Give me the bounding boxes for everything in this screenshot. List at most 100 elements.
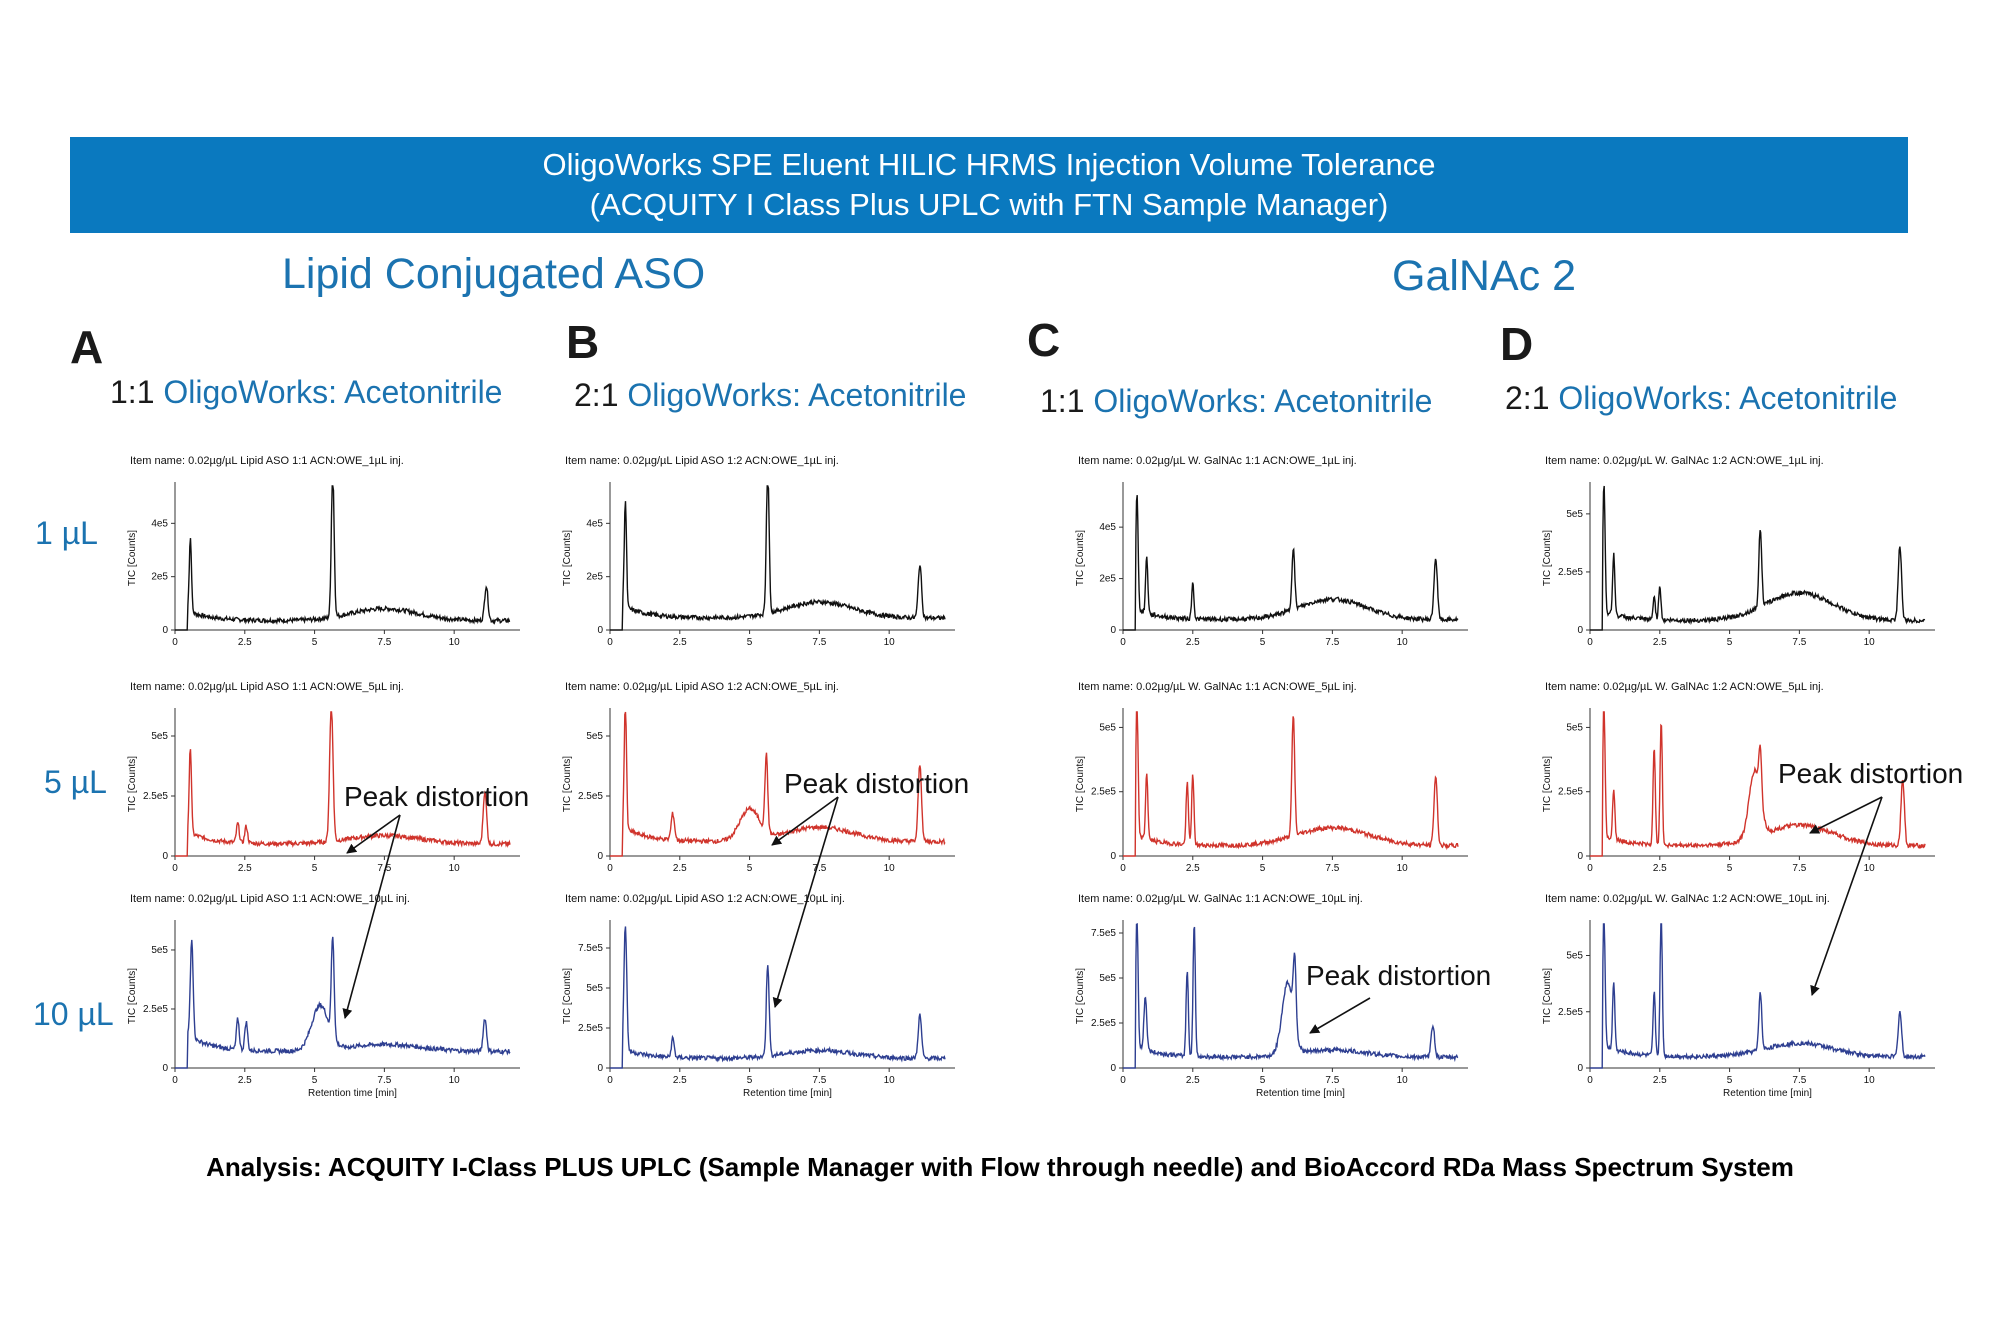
panel-a-10l-trace	[175, 936, 511, 1069]
panel-c-1l-y-axis-label: TIC [Counts]	[1075, 530, 1086, 586]
title-banner: OligoWorks SPE Eluent HILIC HRMS Injecti…	[70, 137, 1908, 233]
panel-d-5l-x-tick-label: 5	[1727, 863, 1733, 874]
panel-b-5l-x-tick-label: 10	[884, 863, 896, 874]
panel-c-1l-x-tick-label: 2.5	[1186, 637, 1200, 648]
panel-c-5l-chart: Item name: 0.02µg/µL W. GalNAc 1:1 ACN:O…	[1075, 681, 1468, 874]
panel-b-10l-item-name: Item name: 0.02µg/µL Lipid ASO 1:2 ACN:O…	[565, 893, 845, 905]
panel-b-5l-item-name: Item name: 0.02µg/µL Lipid ASO 1:2 ACN:O…	[565, 681, 839, 693]
panel-d-5l-item-name: Item name: 0.02µg/µL W. GalNAc 1:2 ACN:O…	[1545, 681, 1824, 693]
panel-c-1l-y-tick-label: 2e5	[1099, 574, 1116, 585]
panel-d-10l-x-axis-label: Retention time [min]	[1723, 1088, 1812, 1099]
panel-d-1l-item-name: Item name: 0.02µg/µL W. GalNAc 1:2 ACN:O…	[1545, 455, 1824, 467]
panel-c-10l-x-tick-label: 10	[1397, 1075, 1409, 1086]
panel-b-1l-x-tick-label: 7.5	[812, 637, 826, 648]
banner-title-line-1: OligoWorks SPE Eluent HILIC HRMS Injecti…	[542, 147, 1436, 182]
panel-d-1l-trace	[1590, 485, 1926, 631]
panel-c-arrow-10ul	[1309, 997, 1371, 1034]
panel-a-1l-chart: Item name: 0.02µg/µL Lipid ASO 1:1 ACN:O…	[127, 455, 520, 648]
panel-b-5l-chart: Item name: 0.02µg/µL Lipid ASO 1:2 ACN:O…	[562, 681, 955, 874]
panel-b-5l-y-axis-label: TIC [Counts]	[562, 756, 573, 812]
panel-c-ratio: 1:1 OligoWorks: Acetonitrile	[1040, 383, 1433, 419]
panel-d-1l-y-tick-label: 5e5	[1566, 509, 1583, 520]
panel-d-5l-trace	[1590, 711, 1926, 857]
panel-b-10l-x-axis-label: Retention time [min]	[743, 1088, 832, 1099]
group-title-galnac: GalNAc 2	[1392, 252, 1577, 300]
panel-b-10l-y-axis-label: TIC [Counts]	[562, 968, 573, 1024]
panel-b-1l-x-tick-label: 2.5	[673, 637, 687, 648]
panel-c-10l-x-tick-label: 7.5	[1325, 1075, 1339, 1086]
panel-d-10l-x-tick-label: 5	[1727, 1075, 1733, 1086]
panel-c-1l-chart: Item name: 0.02µg/µL W. GalNAc 1:1 ACN:O…	[1075, 455, 1468, 648]
panel-a-10l-x-tick-label: 10	[449, 1075, 461, 1086]
panel-b-10l-x-tick-label: 2.5	[673, 1075, 687, 1086]
volume-label-5ul: 5 µL	[44, 764, 107, 800]
panel-b-10l-x-tick-label: 5	[747, 1075, 753, 1086]
panel-d-10l-y-tick-label: 2.5e5	[1558, 1007, 1583, 1018]
panel-b-10l-chart: Item name: 0.02µg/µL Lipid ASO 1:2 ACN:O…	[562, 893, 955, 1099]
panel-b-1l-y-tick-label: 0	[597, 625, 603, 636]
panel-d-10l-x-tick-label: 0	[1587, 1075, 1593, 1086]
panel-d-1l-x-tick-label: 0	[1587, 637, 1593, 648]
panel-b-1l-x-tick-label: 10	[884, 637, 896, 648]
panel-c-10l-x-tick-label: 2.5	[1186, 1075, 1200, 1086]
panel-b-10l-x-tick-label: 0	[607, 1075, 613, 1086]
panel-b-1l-y-tick-label: 2e5	[586, 572, 603, 583]
analysis-footnote: Analysis: ACQUITY I-Class PLUS UPLC (Sam…	[206, 1152, 1794, 1182]
panel-c-1l-y-tick-label: 0	[1110, 625, 1116, 636]
panel-d-1l-x-tick-label: 7.5	[1792, 637, 1806, 648]
panel-c-1l-x-tick-label: 7.5	[1325, 637, 1339, 648]
panel-c-5l-y-tick-label: 0	[1110, 851, 1116, 862]
panel-a-5l-y-tick-label: 2.5e5	[143, 791, 168, 802]
panel-c-5l-item-name: Item name: 0.02µg/µL W. GalNAc 1:1 ACN:O…	[1078, 681, 1357, 693]
panel-b-arrow-5ul	[771, 796, 839, 846]
panel-d-5l-chart: Item name: 0.02µg/µL W. GalNAc 1:2 ACN:O…	[1542, 681, 1935, 874]
panel-b-10l-y-tick-label: 0	[597, 1063, 603, 1074]
panel-a-5l-x-tick-label: 2.5	[238, 863, 252, 874]
panel-a-5l-x-tick-label: 7.5	[377, 863, 391, 874]
panel-a-1l-y-axis-label: TIC [Counts]	[127, 530, 138, 586]
panel-c-10l-item-name: Item name: 0.02µg/µL W. GalNAc 1:1 ACN:O…	[1078, 893, 1363, 905]
panel-c-5l-x-tick-label: 2.5	[1186, 863, 1200, 874]
panel-c-1l-x-tick-label: 0	[1120, 637, 1126, 648]
group-title-lipid-aso: Lipid Conjugated ASO	[282, 250, 706, 298]
panel-d-1l-x-tick-label: 2.5	[1653, 637, 1667, 648]
panel-c-10l-y-tick-label: 0	[1110, 1063, 1116, 1074]
panel-d-10l-item-name: Item name: 0.02µg/µL W. GalNAc 1:2 ACN:O…	[1545, 893, 1830, 905]
panel-b-1l-trace	[610, 485, 946, 631]
panel-a-10l-chart: Item name: 0.02µg/µL Lipid ASO 1:1 ACN:O…	[127, 893, 520, 1099]
panel-d-10l-y-axis-label: TIC [Counts]	[1542, 968, 1553, 1024]
panel-c-10l-y-tick-label: 7.5e5	[1091, 928, 1116, 939]
panel-d-arrow-5ul	[1809, 796, 1883, 834]
panel-b-10l-trace	[610, 926, 946, 1069]
panel-d-5l-x-tick-label: 2.5	[1653, 863, 1667, 874]
panel-b-ratio: 2:1 OligoWorks: Acetonitrile	[574, 377, 967, 413]
volume-label-10ul: 10 µL	[33, 996, 114, 1032]
panel-a-10l-x-tick-label: 7.5	[377, 1075, 391, 1086]
panel-b-10l-x-tick-label: 7.5	[812, 1075, 826, 1086]
panel-c-5l-x-tick-label: 0	[1120, 863, 1126, 874]
panel-a-10l-y-tick-label: 5e5	[151, 945, 168, 956]
panel-c-1l-x-tick-label: 10	[1397, 637, 1409, 648]
panel-a-10l-y-tick-label: 0	[162, 1063, 168, 1074]
panel-a-5l-x-tick-label: 0	[172, 863, 178, 874]
panel-d-10l-x-tick-label: 2.5	[1653, 1075, 1667, 1086]
panel-d-arrow-10ul	[1810, 796, 1883, 996]
panel-letter-c: C	[1027, 314, 1061, 366]
panel-c-10l-x-tick-label: 0	[1120, 1075, 1126, 1086]
panel-d-5l-y-axis-label: TIC [Counts]	[1542, 756, 1553, 812]
panel-c-annotation-label: Peak distortion	[1306, 960, 1491, 991]
panel-a-1l-x-tick-label: 5	[312, 637, 318, 648]
panel-c-1l-item-name: Item name: 0.02µg/µL W. GalNAc 1:1 ACN:O…	[1078, 455, 1357, 467]
panel-b-5l-x-tick-label: 2.5	[673, 863, 687, 874]
panel-d-5l-y-tick-label: 5e5	[1566, 722, 1583, 733]
panel-d-1l-y-tick-label: 2.5e5	[1558, 567, 1583, 578]
volume-label-1ul: 1 µL	[35, 515, 98, 551]
panel-c-5l-y-tick-label: 2.5e5	[1091, 787, 1116, 798]
panel-a-5l-y-tick-label: 5e5	[151, 731, 168, 742]
panel-c-10l-x-tick-label: 5	[1260, 1075, 1266, 1086]
panel-b-5l-x-tick-label: 0	[607, 863, 613, 874]
panel-a-1l-y-tick-label: 2e5	[151, 572, 168, 583]
panel-b-1l-x-tick-label: 0	[607, 637, 613, 648]
panel-a-arrow-5ul	[346, 814, 401, 854]
panel-c-5l-y-tick-label: 5e5	[1099, 722, 1116, 733]
